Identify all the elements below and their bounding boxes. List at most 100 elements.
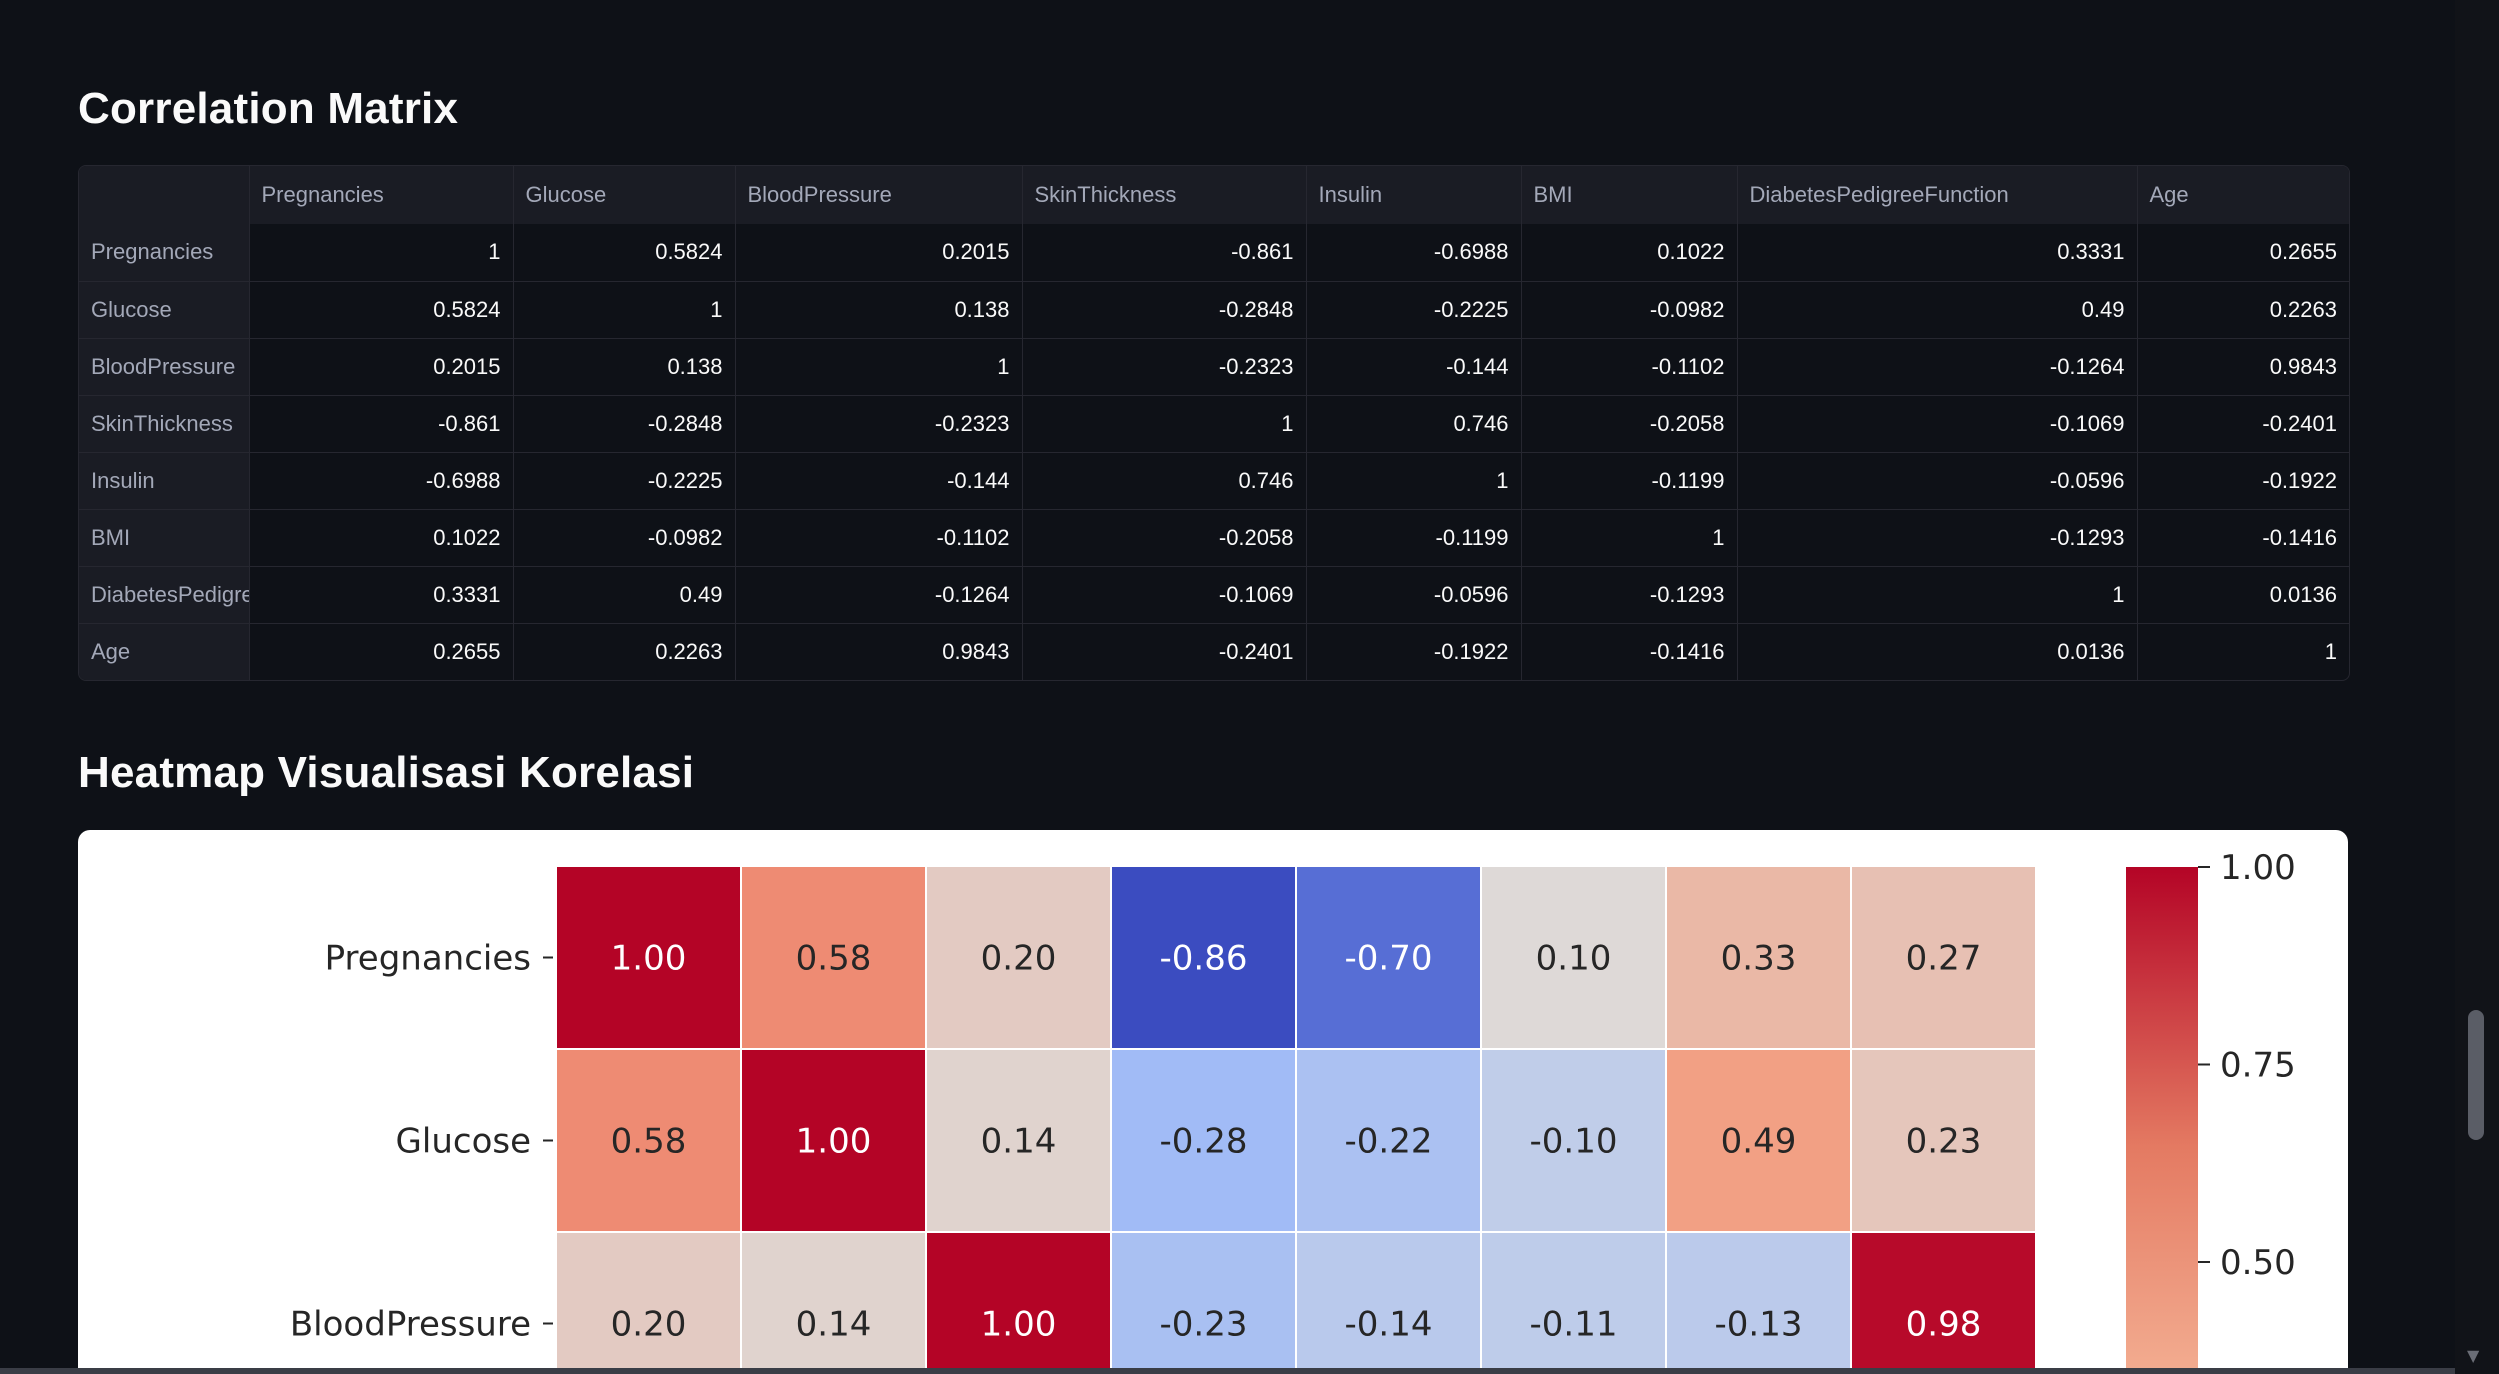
table-cell[interactable]: -0.2225 bbox=[1306, 281, 1522, 339]
column-header[interactable]: SkinThickness bbox=[1022, 166, 1307, 224]
table-cell[interactable]: -0.1264 bbox=[1737, 338, 2138, 396]
correlation-table[interactable]: Pregnancies Glucose BloodPressure SkinThick… bbox=[79, 166, 2349, 680]
heatmap-value-label: 1.00 bbox=[611, 939, 687, 979]
table-cell[interactable]: 0.1022 bbox=[1521, 224, 1738, 282]
colorbar-tick-label: 1.00 bbox=[2220, 848, 2296, 888]
table-cell[interactable]: -0.6988 bbox=[1306, 224, 1522, 282]
table-cell[interactable]: 0.2015 bbox=[249, 338, 514, 396]
table-cell[interactable]: -0.2058 bbox=[1521, 395, 1738, 453]
table-cell[interactable]: -0.144 bbox=[1306, 338, 1522, 396]
table-cell[interactable]: -0.861 bbox=[249, 395, 514, 453]
table-cell[interactable]: -0.2323 bbox=[1022, 338, 1307, 396]
table-cell[interactable]: 0.5824 bbox=[249, 281, 514, 339]
table-cell[interactable]: 1 bbox=[1737, 566, 2138, 624]
table-cell[interactable]: 1 bbox=[513, 281, 736, 339]
table-cell[interactable]: 0.49 bbox=[513, 566, 736, 624]
table-cell[interactable]: 0.0136 bbox=[1737, 623, 2138, 680]
table-cell[interactable]: -0.1199 bbox=[1521, 452, 1738, 510]
table-cell[interactable]: -0.1922 bbox=[1306, 623, 1522, 680]
table-cell[interactable]: 1 bbox=[249, 224, 514, 282]
table-cell[interactable]: 1 bbox=[1306, 452, 1522, 510]
table-cell[interactable]: -0.2225 bbox=[513, 452, 736, 510]
scroll-down-arrow-icon[interactable]: ▼ bbox=[2467, 1346, 2480, 1365]
table-cell[interactable]: 0.49 bbox=[1737, 281, 2138, 339]
table-cell[interactable]: -0.1102 bbox=[735, 509, 1023, 567]
table-cell[interactable]: -0.6988 bbox=[249, 452, 514, 510]
column-header[interactable]: Pregnancies bbox=[249, 166, 514, 224]
table-cell[interactable]: -0.1102 bbox=[1521, 338, 1738, 396]
table-cell[interactable]: -0.2058 bbox=[1022, 509, 1307, 567]
table-cell[interactable]: 0.2655 bbox=[2137, 224, 2349, 282]
heatmap-value-label: 0.33 bbox=[1721, 939, 1797, 979]
table-cell[interactable]: -0.1264 bbox=[735, 566, 1023, 624]
table-cell[interactable]: 0.5824 bbox=[513, 224, 736, 282]
heatmap-cell bbox=[1297, 867, 1480, 1048]
heatmap-cell bbox=[927, 867, 1110, 1048]
table-cell[interactable]: -0.2401 bbox=[2137, 395, 2349, 453]
table-cell[interactable]: -0.2401 bbox=[1022, 623, 1307, 680]
table-cell[interactable]: 0.746 bbox=[1306, 395, 1522, 453]
heatmap-value-label: 0.20 bbox=[981, 939, 1057, 979]
heatmap-cell bbox=[742, 1233, 925, 1374]
column-header[interactable]: BloodPressure bbox=[735, 166, 1023, 224]
horizontal-scrollbar[interactable] bbox=[0, 1368, 2455, 1374]
table-cell[interactable]: -0.1293 bbox=[1521, 566, 1738, 624]
column-header[interactable]: Glucose bbox=[513, 166, 736, 224]
column-header[interactable]: DiabetesPedigreeFunction bbox=[1737, 166, 2138, 224]
table-cell[interactable]: -0.1922 bbox=[2137, 452, 2349, 510]
table-cell[interactable]: -0.2848 bbox=[513, 395, 736, 453]
table-cell[interactable]: 0.2655 bbox=[249, 623, 514, 680]
colorbar-gradient bbox=[2126, 867, 2198, 1374]
table-cell[interactable]: -0.1199 bbox=[1306, 509, 1522, 567]
table-cell[interactable]: 0.746 bbox=[1022, 452, 1307, 510]
table-cell[interactable]: -0.1069 bbox=[1737, 395, 2138, 453]
table-cell[interactable]: 0.9843 bbox=[2137, 338, 2349, 396]
table-cell[interactable]: 1 bbox=[1521, 509, 1738, 567]
heatmap-value-label: -0.86 bbox=[1160, 939, 1248, 979]
table-cell[interactable]: 0.2015 bbox=[735, 224, 1023, 282]
heatmap-value-label: 1.00 bbox=[981, 1305, 1057, 1345]
correlation-dataframe[interactable]: Pregnancies Glucose BloodPressure SkinThick… bbox=[78, 165, 2350, 681]
heatmap-value-label: 0.10 bbox=[1536, 939, 1612, 979]
table-cell[interactable]: -0.2848 bbox=[1022, 281, 1307, 339]
table-cell[interactable]: -0.0596 bbox=[1306, 566, 1522, 624]
table-cell[interactable]: -0.1293 bbox=[1737, 509, 2138, 567]
table-cell[interactable]: 0.3331 bbox=[1737, 224, 2138, 282]
column-header[interactable]: BMI bbox=[1521, 166, 1738, 224]
table-cell[interactable]: 0.138 bbox=[513, 338, 736, 396]
scrollbar-thumb[interactable] bbox=[2468, 1010, 2484, 1140]
table-cell[interactable]: 1 bbox=[735, 338, 1023, 396]
heatmap-value-label: -0.28 bbox=[1160, 1122, 1248, 1162]
page-scrollbar[interactable]: ▼ bbox=[2455, 0, 2499, 1374]
table-row: DiabetesPedigre 0.3331 0.49 -0.1264 -0.1069-… bbox=[79, 566, 2349, 624]
table-cell[interactable]: 0.3331 bbox=[249, 566, 514, 624]
table-cell[interactable]: 0.138 bbox=[735, 281, 1023, 339]
table-cell[interactable]: 0.1022 bbox=[249, 509, 514, 567]
table-cell[interactable]: -0.1416 bbox=[1521, 623, 1738, 680]
row-index-cell: BloodPressure bbox=[79, 338, 250, 396]
heatmap-value-label: 0.23 bbox=[1906, 1122, 1982, 1162]
table-cell[interactable]: -0.2323 bbox=[735, 395, 1023, 453]
table-cell[interactable]: 0.2263 bbox=[2137, 281, 2349, 339]
heatmap-y-tick-label: BloodPressure bbox=[290, 1305, 531, 1345]
table-cell[interactable]: -0.1069 bbox=[1022, 566, 1307, 624]
table-cell[interactable]: -0.861 bbox=[1022, 224, 1307, 282]
table-cell[interactable]: -0.0596 bbox=[1737, 452, 2138, 510]
heatmap-value-label: -0.10 bbox=[1530, 1122, 1618, 1162]
table-cell[interactable]: 0.2263 bbox=[513, 623, 736, 680]
table-cell[interactable]: -0.0982 bbox=[1521, 281, 1738, 339]
column-header[interactable]: Age bbox=[2137, 166, 2349, 224]
heatmap-value-label: -0.23 bbox=[1160, 1305, 1248, 1345]
heatmap-cell bbox=[1297, 1233, 1480, 1374]
column-header[interactable]: Insulin bbox=[1306, 166, 1522, 224]
heatmap-value-label: 0.20 bbox=[611, 1305, 687, 1345]
table-cell[interactable]: 0.0136 bbox=[2137, 566, 2349, 624]
table-cell[interactable]: -0.1416 bbox=[2137, 509, 2349, 567]
table-cell[interactable]: 0.9843 bbox=[735, 623, 1023, 680]
heatmap-value-label: 0.49 bbox=[1721, 1122, 1797, 1162]
table-cell[interactable]: -0.144 bbox=[735, 452, 1023, 510]
table-cell[interactable]: 1 bbox=[2324, 638, 2337, 664]
heatmap-value-label: 0.27 bbox=[1906, 939, 1982, 979]
table-cell[interactable]: -0.0982 bbox=[513, 509, 736, 567]
table-cell[interactable]: 1 bbox=[1022, 395, 1307, 453]
